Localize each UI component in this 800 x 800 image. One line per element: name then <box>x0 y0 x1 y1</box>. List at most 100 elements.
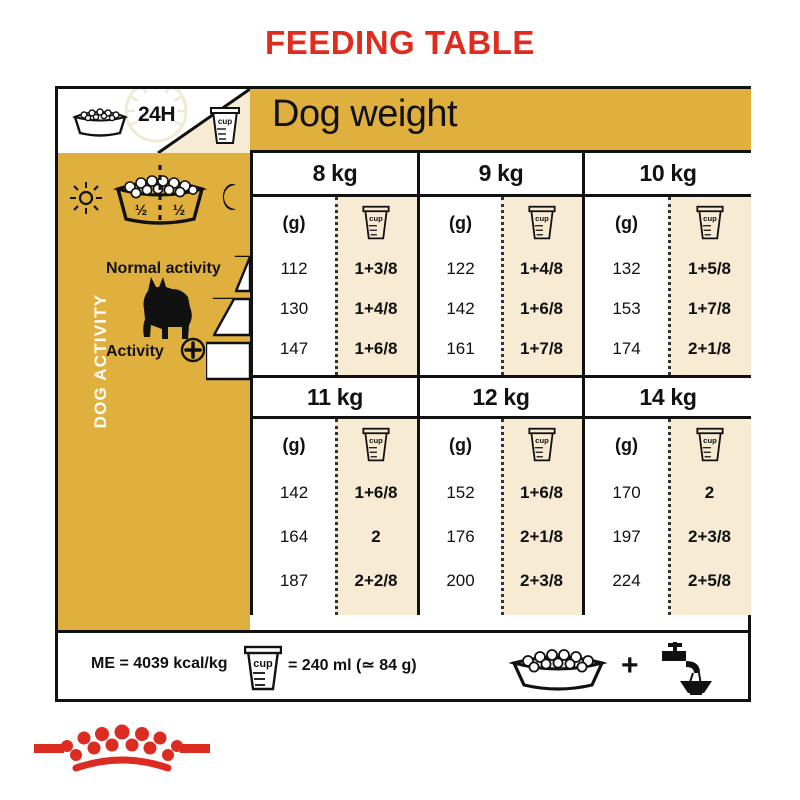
weight-header: 11 kg <box>253 375 417 419</box>
weight-header: 12 kg <box>420 375 582 419</box>
measuring-cup-icon: cup <box>362 427 390 462</box>
measuring-cup-icon: cup <box>695 427 724 462</box>
table-cell: 147 <box>279 339 309 358</box>
cup-equivalence-label: = 240 ml (≃ 84 g) <box>288 657 417 674</box>
measuring-cup-icon: cup <box>210 107 240 144</box>
table-cell: 1+6/8 <box>354 483 398 502</box>
grams-unit-label: (g) <box>449 434 472 455</box>
table-cell: 142 <box>446 299 475 318</box>
royal-canin-crown-logo <box>34 724 210 772</box>
table-cell: 1+5/8 <box>687 259 731 278</box>
svg-text:cup: cup <box>369 436 383 445</box>
measuring-cup-icon: cup <box>362 205 390 240</box>
table-cell: 2+3/8 <box>519 571 563 590</box>
page-title: FEEDING TABLE <box>265 24 535 61</box>
cups-column: cup 2 2+3/8 2+5/8 <box>668 419 751 615</box>
measuring-cup-icon: cup <box>527 205 556 240</box>
table-cell: 1+4/8 <box>519 259 563 278</box>
weight-value: 14 kg <box>639 383 697 410</box>
food-bowl-icon <box>71 108 129 137</box>
bulldog-silhouette-icon <box>143 277 192 339</box>
table-cell: 176 <box>446 527 475 546</box>
weight-header: 14 kg <box>585 375 751 419</box>
table-cell: 2+1/8 <box>687 339 731 358</box>
cups-column: cup 1+5/8 1+7/8 2+1/8 <box>668 197 751 375</box>
grams-unit-label: (g) <box>282 434 306 455</box>
grams-unit-label: (g) <box>282 212 306 233</box>
grams-column: (g) 142 164 187 <box>253 419 335 615</box>
table-footer: ME = 4039 kcal/kg cup = 240 ml (≃ 84 g) <box>58 630 748 699</box>
table-cell: 2+2/8 <box>354 571 398 590</box>
table-cell: 170 <box>612 483 641 502</box>
table-cell: 122 <box>446 259 475 278</box>
svg-text:cup: cup <box>535 214 549 223</box>
measuring-cup-icon: cup <box>527 427 556 462</box>
weight-column-9kg: 9 kg (g) 122 142 161 <box>417 153 582 375</box>
dog-weight-header: Dog weight <box>250 89 751 153</box>
weight-value: 8 kg <box>312 160 358 186</box>
food-bowl-split-icon: ½ ½ <box>112 165 208 225</box>
svg-text:cup: cup <box>535 436 549 445</box>
table-cell: 224 <box>612 571 641 590</box>
grams-column: (g) 152 176 200 <box>420 419 501 615</box>
weight-header: 9 kg <box>420 153 582 197</box>
table-cell: 1+7/8 <box>519 339 563 358</box>
feeding-table: 24H cup Dog weight <box>55 86 751 702</box>
table-cell: 112 <box>280 259 308 278</box>
me-energy-label: ME = 4039 kcal/kg <box>91 655 228 672</box>
cups-column: cup 1+3/8 1+4/8 1+6/8 <box>335 197 417 375</box>
wedge-large <box>206 341 252 381</box>
weight-column-12kg: 12 kg (g) 152 176 200 <box>417 375 582 615</box>
table-cell: 2 <box>371 527 381 546</box>
food-bowl-icon <box>508 649 608 691</box>
table-cell: 1+6/8 <box>519 483 563 502</box>
table-cell: 197 <box>612 527 641 546</box>
grams-column: (g) 132 153 174 <box>585 197 668 375</box>
grams-unit-label: (g) <box>615 434 638 455</box>
table-cell: 2+1/8 <box>519 527 563 546</box>
weight-value: 10 kg <box>639 160 697 186</box>
table-cell: 153 <box>612 299 641 318</box>
dog-activity-sidebar: ½ ½ DOG ACTIVITY Normal activity Activit… <box>58 153 252 630</box>
table-cell: 200 <box>446 571 475 590</box>
table-cell: 1+4/8 <box>354 299 398 318</box>
weight-value: 9 kg <box>478 160 524 186</box>
weight-column-11kg: 11 kg (g) 142 164 187 <box>250 375 417 615</box>
table-cell: 187 <box>279 571 309 590</box>
svg-text:cup: cup <box>703 214 717 223</box>
weight-header: 10 kg <box>585 153 751 197</box>
table-cell: 2+3/8 <box>687 527 731 546</box>
cups-column: cup 1+6/8 2+1/8 2+3/8 <box>501 419 582 615</box>
cups-column: cup 1+4/8 1+6/8 1+7/8 <box>501 197 582 375</box>
weight-block-1: 8 kg (g) 112 130 147 <box>250 153 751 375</box>
svg-text:cup: cup <box>369 214 383 223</box>
table-cell: 1+7/8 <box>687 299 731 318</box>
grams-column: (g) 170 197 224 <box>585 419 668 615</box>
svg-text:cup: cup <box>253 658 273 670</box>
clock-face-icon <box>124 89 188 143</box>
normal-activity-label: Normal activity <box>106 260 221 277</box>
weight-block-2: 11 kg (g) 142 164 187 <box>250 375 751 615</box>
table-cell: 142 <box>279 483 309 502</box>
duration-label: 24H <box>138 103 176 126</box>
tap-water-bowl-icon <box>662 642 712 695</box>
table-cell: 174 <box>612 339 641 358</box>
table-cell: 161 <box>446 339 475 358</box>
cups-column: cup 1+6/8 2 2+2/8 <box>335 419 417 615</box>
activity-label: Activity <box>106 343 164 360</box>
grams-column: (g) 122 142 161 <box>420 197 501 375</box>
plus-sign: + <box>621 649 639 682</box>
sun-icon <box>70 182 102 214</box>
grams-unit-label: (g) <box>449 212 472 233</box>
weight-column-14kg: 14 kg (g) 170 197 224 <box>582 375 751 615</box>
table-cell: 1+6/8 <box>354 339 398 358</box>
table-cell: 132 <box>612 259 641 278</box>
table-cell: 2+5/8 <box>687 571 731 590</box>
table-cell: 164 <box>279 527 309 546</box>
table-cell: 1+3/8 <box>354 259 398 278</box>
dog-weight-label: Dog weight <box>272 93 458 135</box>
measuring-cup-icon: cup <box>695 205 724 240</box>
dog-activity-label: DOG ACTIVITY <box>91 293 110 429</box>
weight-value: 12 kg <box>472 383 530 410</box>
table-cell: 130 <box>279 299 309 318</box>
